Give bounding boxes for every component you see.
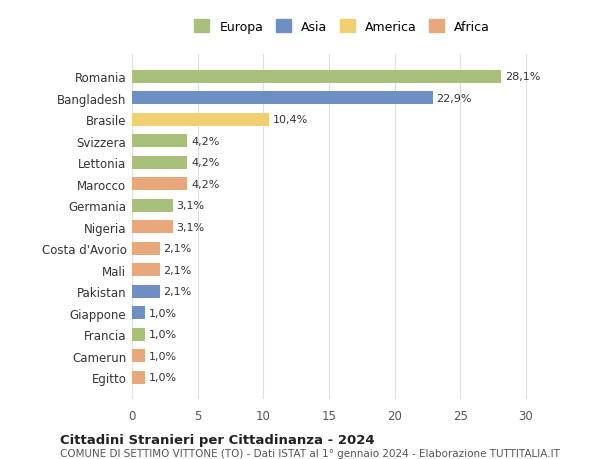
Bar [132, 221, 173, 234]
Text: 1,0%: 1,0% [149, 372, 177, 382]
Text: 22,9%: 22,9% [437, 94, 472, 104]
Text: Cittadini Stranieri per Cittadinanza - 2024: Cittadini Stranieri per Cittadinanza - 2… [60, 433, 374, 446]
Text: COMUNE DI SETTIMO VITTONE (TO) - Dati ISTAT al 1° gennaio 2024 - Elaborazione TU: COMUNE DI SETTIMO VITTONE (TO) - Dati IS… [60, 448, 560, 459]
Text: 1,0%: 1,0% [149, 330, 177, 339]
Text: 1,0%: 1,0% [149, 351, 177, 361]
Bar [132, 349, 145, 362]
Text: 28,1%: 28,1% [505, 72, 540, 82]
Bar [132, 307, 145, 319]
Text: 2,1%: 2,1% [163, 265, 192, 275]
Text: 1,0%: 1,0% [149, 308, 177, 318]
Text: 4,2%: 4,2% [191, 179, 220, 189]
Bar [132, 285, 160, 298]
Bar [132, 328, 145, 341]
Bar [132, 113, 269, 127]
Bar [132, 135, 187, 148]
Bar [132, 92, 433, 105]
Bar [132, 263, 160, 276]
Bar [132, 157, 187, 169]
Bar [132, 371, 145, 384]
Bar [132, 71, 501, 84]
Text: 2,1%: 2,1% [163, 286, 192, 297]
Text: 10,4%: 10,4% [272, 115, 308, 125]
Bar [132, 242, 160, 255]
Text: 3,1%: 3,1% [176, 201, 205, 211]
Text: 3,1%: 3,1% [176, 222, 205, 232]
Text: 4,2%: 4,2% [191, 136, 220, 146]
Text: 2,1%: 2,1% [163, 244, 192, 254]
Bar [132, 199, 173, 212]
Legend: Europa, Asia, America, Africa: Europa, Asia, America, Africa [191, 17, 493, 38]
Text: 4,2%: 4,2% [191, 158, 220, 168]
Bar [132, 178, 187, 191]
